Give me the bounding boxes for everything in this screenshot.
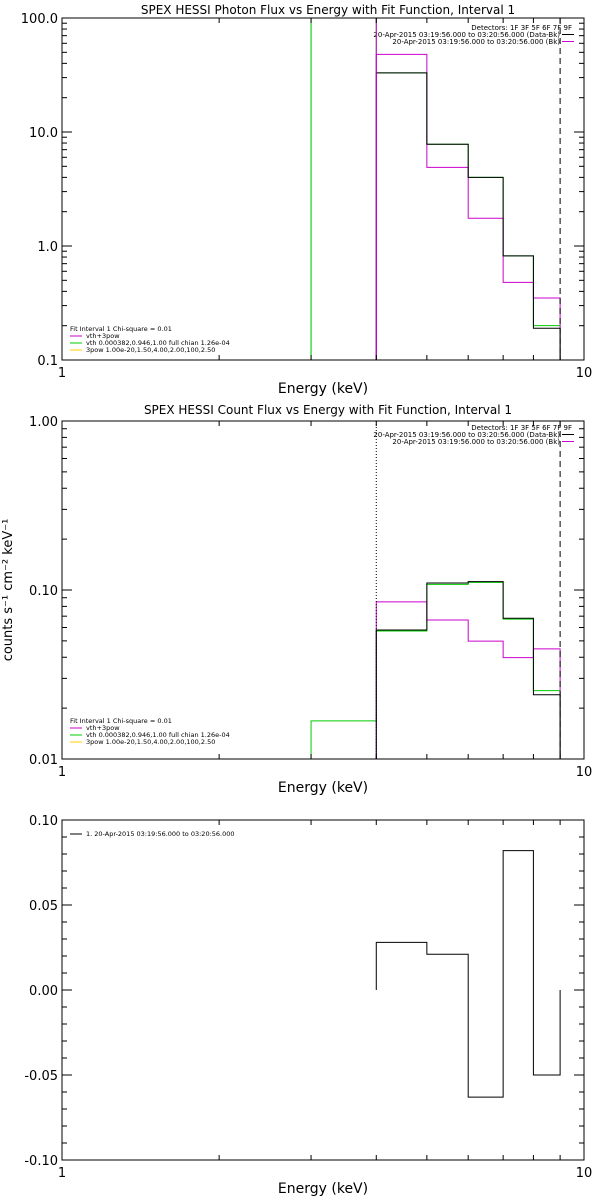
photon-flux-fit-info: Fit Interval 1 Chi-square = 0.01 vth+3po… [70, 325, 230, 354]
photon-flux-x-tick-label: 10 [576, 366, 593, 381]
count-flux-y-axis-label: counts s⁻¹ cm⁻² keV⁻¹ [1, 519, 16, 662]
residuals-x-tick-label: 1 [58, 1166, 66, 1181]
fit-interval-label: Fit Interval 1 Chi-square = 0.01 [70, 325, 172, 333]
photon-flux-panel: SPEX HESSI Photon Flux vs Energy with Fi… [70, 3, 574, 354]
vth-3pow-label: vth+3pow [86, 724, 120, 732]
photon-flux-plot: 0.1 1.0 10.0 100.0 1 10 Energy (keV) [21, 12, 592, 397]
data-minus-bk-label: 20-Apr-2015 03:19:56.000 to 03:20:56.000… [373, 431, 560, 439]
residuals-plot: -0.10 -0.05 0.00 0.05 0.10 1 10 Energy (keV) [24, 814, 592, 1197]
bk-label: 20-Apr-2015 03:19:56.000 to 03:20:56.000… [392, 38, 560, 46]
count-flux-x-tick-label: 10 [576, 765, 593, 780]
photon-flux-y-ticks: 0.1 1.0 10.0 100.0 [21, 12, 584, 369]
residuals-header: 1. 20-Apr-2015 03:19:56.000 to 03:20:56.… [70, 830, 235, 838]
fit-interval-label: Fit Interval 1 Chi-square = 0.01 [70, 717, 172, 725]
bk-label: 20-Apr-2015 03:19:56.000 to 03:20:56.000… [392, 438, 560, 446]
residuals-x-ticks: 1 10 [58, 820, 592, 1181]
photon-flux-x-ticks: 1 10 [58, 18, 592, 381]
count-flux-series-1 [375, 601, 561, 759]
residuals-y-tick-label: 0.00 [29, 984, 58, 999]
photon-flux-header: Detectors: 1F 3F 5F 6F 7F 9F 20-Apr-2015… [373, 24, 574, 46]
detectors-label: Detectors: 1F 3F 5F 6F 7F 9F [471, 424, 572, 432]
photon-flux-x-tick-label: 1 [58, 366, 66, 381]
residuals-series-0 [375, 850, 561, 1098]
count-flux-title: SPEX HESSI Count Flux vs Energy with Fit… [144, 403, 512, 417]
count-flux-x-ticks: 1 10 [58, 421, 592, 780]
residuals-panel: 1. 20-Apr-2015 03:19:56.000 to 03:20:56.… [70, 830, 235, 838]
residuals-y-ticks: -0.10 -0.05 0.00 0.05 0.10 [24, 814, 584, 1169]
count-flux-y-ticks: 0.01 0.10 1.00 [29, 415, 584, 768]
photon-flux-series-1 [375, 53, 561, 360]
residuals-y-tick-label: 0.05 [29, 899, 58, 914]
residuals-y-tick-label: 0.10 [29, 814, 58, 829]
count-flux-x-axis-label: Energy (keV) [278, 780, 368, 796]
residuals-y-tick-label: -0.10 [24, 1154, 58, 1169]
count-flux-plot: 0.01 0.10 1.00 1 10 Energy (keV) counts s⁻¹ cm… [1, 415, 592, 796]
photon-flux-title: SPEX HESSI Photon Flux vs Energy with Fi… [141, 3, 515, 17]
count-flux-fit-info: Fit Interval 1 Chi-square = 0.01 vth+3po… [70, 717, 230, 746]
vth-label: vth 0.000382,0.946,1.00 full chian 1.26e… [86, 731, 230, 739]
photon-flux-x-axis-label: Energy (keV) [278, 381, 368, 397]
detectors-label: Detectors: 1F 3F 5F 6F 7F 9F [471, 24, 572, 32]
vth-label: vth 0.000382,0.946,1.00 full chian 1.26e… [86, 339, 230, 347]
photon-flux-series-2 [375, 72, 561, 360]
residuals-y-tick-label: -0.05 [24, 1069, 58, 1084]
photon-flux-axes-frame [61, 17, 585, 361]
residuals-x-tick-label: 10 [576, 1166, 593, 1181]
photon-flux-y-tick-label: 1.0 [37, 240, 58, 255]
count-flux-y-tick-label: 0.10 [29, 584, 58, 599]
3pow-label: 3pow 1.00e-20,1.50,4.00,2.00,100,2.50 [86, 738, 215, 746]
photon-flux-y-tick-label: 0.1 [37, 354, 58, 369]
photon-flux-y-tick-label: 10.0 [29, 126, 58, 141]
vth-3pow-label: vth+3pow [86, 332, 120, 340]
interval-label: 1. 20-Apr-2015 03:19:56.000 to 03:20:56.… [86, 830, 235, 838]
count-flux-panel: SPEX HESSI Count Flux vs Energy with Fit… [70, 403, 574, 746]
photon-flux-y-tick-label: 100.0 [21, 12, 58, 27]
count-flux-header: Detectors: 1F 3F 5F 6F 7F 9F 20-Apr-2015… [373, 424, 574, 446]
3pow-label: 3pow 1.00e-20,1.50,4.00,2.00,100,2.50 [86, 346, 215, 354]
count-flux-y-tick-label: 1.00 [29, 415, 58, 430]
residuals-x-axis-label: Energy (keV) [278, 1181, 368, 1197]
data-minus-bk-label: 20-Apr-2015 03:19:56.000 to 03:20:56.000… [373, 31, 560, 39]
count-flux-y-tick-label: 0.01 [29, 753, 58, 768]
count-flux-series-2 [375, 581, 561, 759]
count-flux-x-tick-label: 1 [58, 765, 66, 780]
